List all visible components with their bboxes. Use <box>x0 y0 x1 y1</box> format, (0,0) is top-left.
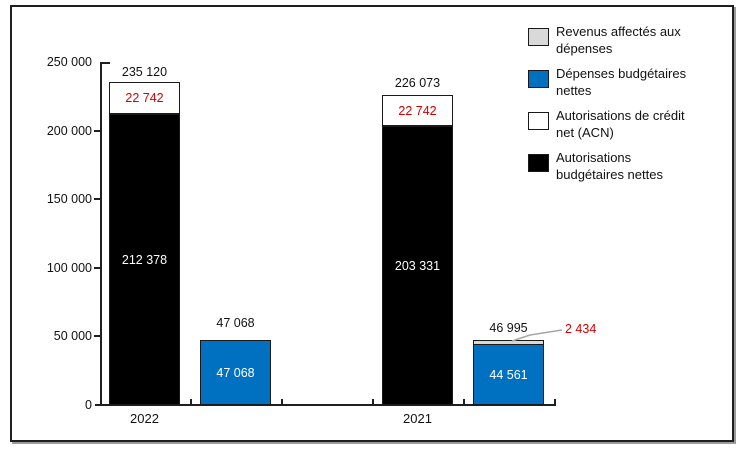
y-axis-label-150000: 150 000 <box>46 192 92 206</box>
bar-acn-2022: 22 742 <box>109 82 180 114</box>
acn-swatch-icon <box>528 112 549 130</box>
legend-item-depenses: Dépenses budgétaires nettes <box>528 66 718 99</box>
total-label-2022: 235 120 <box>121 65 168 79</box>
x-category-2022: 2022 <box>130 411 159 426</box>
depenses-total-label-2021: 46 995 <box>489 321 528 335</box>
bar-autorisations-2022: 212 378 <box>109 114 180 405</box>
legend-item-autorisations: Autorisations budgétaires nettes <box>528 150 718 183</box>
bar-depenses-2022: 47 068 <box>200 340 271 405</box>
x-tick-1 <box>190 399 192 405</box>
revenus-affectes-callout: 2 434 <box>565 322 597 336</box>
y-tick-200000 <box>94 130 101 132</box>
legend-label: Autorisations de crédit net (ACN) <box>556 108 685 140</box>
y-axis-top-tick <box>100 62 110 64</box>
bar-autorisations-2021: 203 331 <box>382 126 453 405</box>
y-axis-label-250000: 250 000 <box>46 55 92 69</box>
x-tick-2 <box>281 399 283 405</box>
legend-item-revenus: Revenus affectés aux dépenses <box>528 24 718 57</box>
legend-label: Dépenses budgétaires nettes <box>556 66 687 98</box>
y-tick-50000 <box>94 335 101 337</box>
revenus-affectes-swatch-icon <box>528 28 549 46</box>
x-tick-3 <box>372 399 374 405</box>
y-axis-label-0: 0 <box>85 398 92 412</box>
y-axis-label-50000: 50 000 <box>53 329 92 343</box>
legend-label: Autorisations budgétaires nettes <box>556 150 663 182</box>
bar-acn-2021: 22 742 <box>382 95 453 126</box>
total-label-2021: 226 073 <box>394 76 441 90</box>
y-tick-150000 <box>94 198 101 200</box>
x-category-2021: 2021 <box>403 411 432 426</box>
x-tick-5 <box>554 399 556 405</box>
bar-depenses-2021: 44 561 <box>473 344 544 405</box>
legend-label: Revenus affectés aux dépenses <box>556 24 681 56</box>
depenses-total-label-2022: 47 068 <box>216 316 255 330</box>
x-axis-line <box>95 404 556 406</box>
y-axis-label-200000: 200 000 <box>46 124 92 138</box>
y-tick-100000 <box>94 267 101 269</box>
depenses-swatch-icon <box>528 70 549 88</box>
legend: Revenus affectés aux dépenses Dépenses b… <box>528 24 718 192</box>
y-axis-label-100000: 100 000 <box>46 261 92 275</box>
y-axis-line <box>100 62 102 406</box>
chart-frame <box>10 5 734 442</box>
legend-item-acn: Autorisations de crédit net (ACN) <box>528 108 718 141</box>
x-tick-4 <box>463 399 465 405</box>
autorisations-swatch-icon <box>528 154 549 172</box>
